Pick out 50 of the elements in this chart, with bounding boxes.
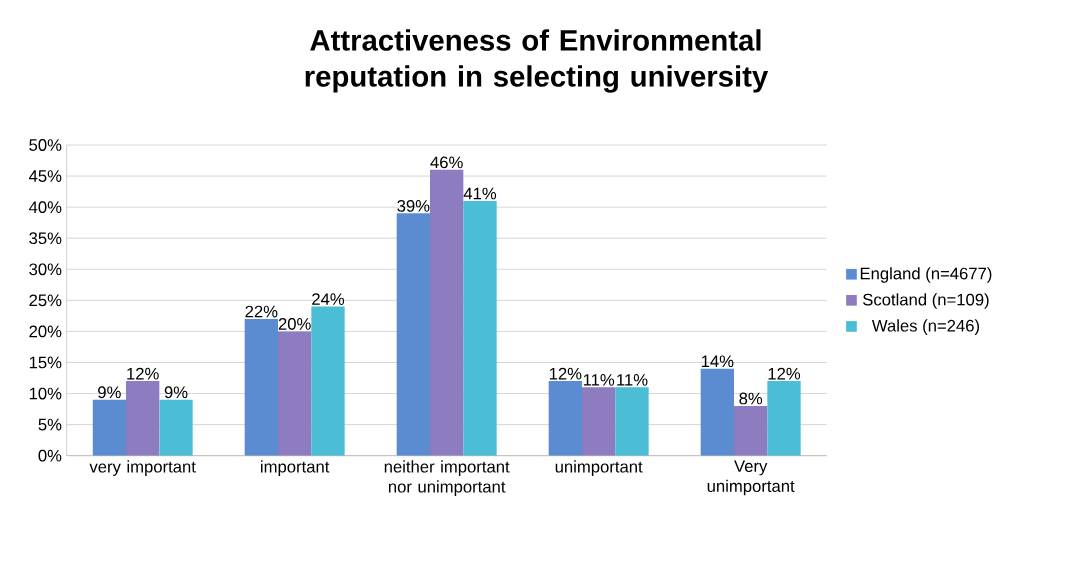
data-label: 22% — [245, 305, 278, 318]
data-label: 20% — [278, 318, 311, 330]
x-tick-label: unimportant — [555, 460, 643, 476]
bar — [244, 318, 278, 456]
data-label: 12% — [127, 367, 159, 380]
bar — [430, 169, 464, 456]
data-label: 41% — [463, 187, 497, 200]
y-tick-label: 20% — [29, 325, 62, 338]
bar — [734, 405, 768, 456]
bar — [92, 399, 126, 456]
bar — [767, 381, 801, 456]
data-label: 24% — [312, 293, 345, 305]
bar — [278, 331, 312, 456]
data-label: 9% — [98, 386, 121, 399]
data-label: 14% — [701, 355, 734, 368]
bar — [700, 368, 734, 456]
bar — [311, 306, 345, 456]
y-tick-label: 25% — [29, 294, 62, 307]
bar — [396, 213, 430, 456]
chart-title: Attractiveness of Environmental reputation in selecting university — [305, 29, 769, 93]
y-tick-label: 10% — [29, 387, 62, 400]
y-tick-label: 0% — [38, 449, 62, 462]
y-tick-label: 45% — [28, 170, 62, 182]
x-tick-label: very important — [89, 460, 196, 476]
data-label: 12% — [768, 367, 801, 380]
data-label: 11% — [617, 374, 648, 386]
bar — [615, 387, 649, 456]
y-tick-label: 35% — [29, 232, 62, 245]
data-label: 9% — [164, 386, 188, 399]
data-label: 8% — [739, 392, 763, 405]
legend-label: England (n=4677) — [860, 267, 992, 283]
legend-label: Wales (n=246) — [871, 319, 980, 335]
bar — [159, 399, 193, 456]
bar — [463, 200, 497, 456]
y-tick-label: 15% — [29, 356, 62, 369]
data-label: 46% — [430, 156, 463, 169]
y-tick-label: 30% — [29, 263, 62, 276]
legend-label: Scotland (n=109) — [863, 293, 989, 309]
y-tick-label: 5% — [38, 418, 62, 431]
bar — [126, 381, 160, 456]
y-tick-label: 40% — [28, 201, 62, 214]
x-tick-label: Very unimportant — [707, 460, 795, 496]
bar — [548, 381, 582, 456]
x-tick-label: important — [261, 460, 330, 476]
y-tick-label: 50% — [29, 139, 62, 151]
data-label: 11% — [583, 374, 615, 386]
x-tick-label: neither important nor unimportant — [384, 460, 510, 496]
bar — [582, 387, 616, 456]
data-label: 12% — [549, 367, 582, 380]
data-label: 39% — [397, 199, 430, 212]
